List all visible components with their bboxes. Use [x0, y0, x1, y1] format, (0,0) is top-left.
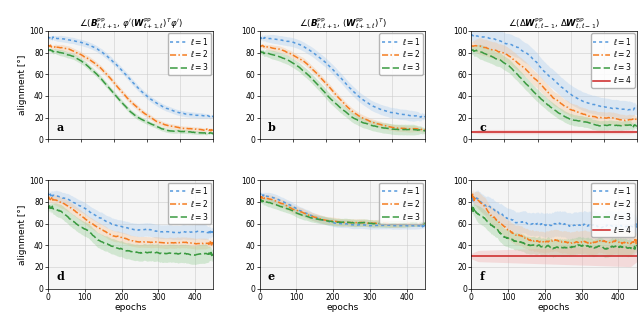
Y-axis label: alignment [°]: alignment [°]	[17, 204, 26, 265]
Title: $\angle(\boldsymbol{B}^{\mathrm{PP}}_{\ell,\ell+1},\, \varphi'(\boldsymbol{W}^{\: $\angle(\boldsymbol{B}^{\mathrm{PP}}_{\e…	[79, 16, 182, 31]
Text: c: c	[479, 122, 486, 133]
Text: f: f	[479, 271, 484, 282]
Text: b: b	[268, 122, 276, 133]
Legend: $\ell = 1$, $\ell = 2$, $\ell = 3$, $\ell = 4$: $\ell = 1$, $\ell = 2$, $\ell = 3$, $\el…	[591, 183, 634, 237]
Y-axis label: alignment [°]: alignment [°]	[17, 55, 26, 115]
Legend: $\ell = 1$, $\ell = 2$, $\ell = 3$: $\ell = 1$, $\ell = 2$, $\ell = 3$	[380, 183, 423, 224]
X-axis label: epochs: epochs	[538, 303, 570, 312]
Legend: $\ell = 1$, $\ell = 2$, $\ell = 3$, $\ell = 4$: $\ell = 1$, $\ell = 2$, $\ell = 3$, $\el…	[591, 33, 634, 88]
Text: e: e	[268, 271, 275, 282]
X-axis label: epochs: epochs	[326, 303, 358, 312]
Title: $\angle(\boldsymbol{B}^{\mathrm{PP}}_{\ell,\ell+1},\, (\boldsymbol{W}^{\mathrm{P: $\angle(\boldsymbol{B}^{\mathrm{PP}}_{\e…	[299, 16, 386, 31]
X-axis label: epochs: epochs	[115, 303, 147, 312]
Text: d: d	[56, 271, 64, 282]
Title: $\angle(\Delta\boldsymbol{W}^{\mathrm{PP}}_{\ell,\ell-1},\, \Delta\boldsymbol{W}: $\angle(\Delta\boldsymbol{W}^{\mathrm{PP…	[508, 16, 600, 31]
Legend: $\ell = 1$, $\ell = 2$, $\ell = 3$: $\ell = 1$, $\ell = 2$, $\ell = 3$	[168, 183, 211, 224]
Legend: $\ell = 1$, $\ell = 2$, $\ell = 3$: $\ell = 1$, $\ell = 2$, $\ell = 3$	[168, 33, 211, 75]
Text: a: a	[56, 122, 63, 133]
Legend: $\ell = 1$, $\ell = 2$, $\ell = 3$: $\ell = 1$, $\ell = 2$, $\ell = 3$	[380, 33, 423, 75]
